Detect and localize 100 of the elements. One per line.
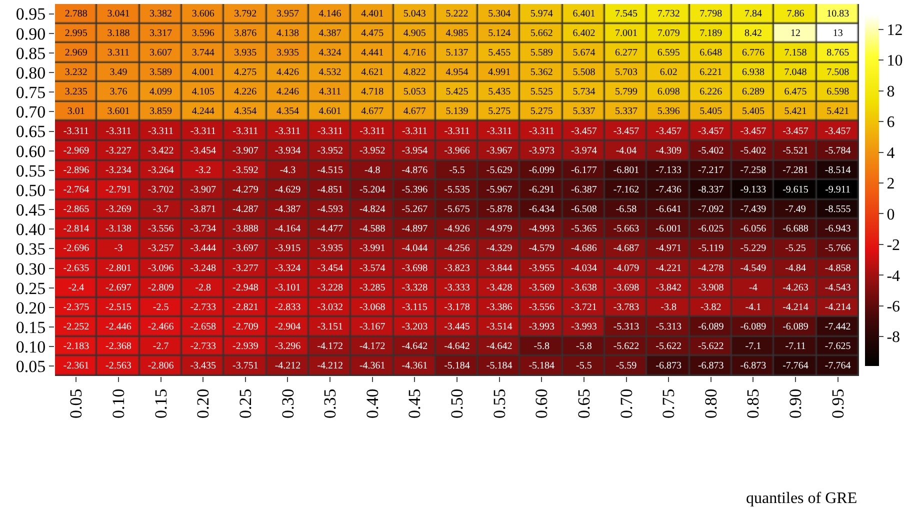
data-label: 6.402: [572, 28, 596, 39]
data-label: -3.311: [106, 126, 132, 137]
data-label: -4.851: [317, 184, 343, 196]
data-label: 6.598: [826, 86, 850, 98]
data-label: -3.138: [106, 224, 132, 235]
data-label: 3.859: [150, 106, 172, 118]
data-label: -5.766: [824, 243, 851, 254]
x-tick-label: 0.95: [828, 388, 848, 419]
data-label: 5.508: [572, 67, 596, 78]
data-label: -3.991: [359, 243, 386, 254]
data-label: -3.592: [232, 164, 258, 176]
data-label: 3.041: [107, 8, 130, 20]
y-tick-label: 0.10: [16, 338, 46, 357]
data-label: 5.337: [572, 106, 596, 118]
x-tick-label: 0.65: [574, 388, 594, 419]
x-tick-label: 0.10: [108, 388, 128, 419]
data-label: 6.277: [615, 47, 638, 58]
data-label: -2.764: [63, 184, 90, 196]
data-label: 6.02: [660, 67, 678, 78]
data-label: -3.569: [528, 282, 555, 294]
data-label: -5.622: [656, 341, 682, 352]
data-label: -3.514: [486, 322, 512, 333]
data-label: -3.328: [402, 282, 428, 294]
data-label: -4.579: [528, 243, 555, 254]
data-label: 5.435: [488, 86, 511, 98]
data-label: -2.896: [63, 164, 90, 176]
data-label: -3.871: [190, 204, 216, 216]
color-bar-label: 8: [886, 83, 895, 100]
data-label: -3.311: [190, 126, 216, 137]
data-label: -4.477: [317, 224, 343, 235]
data-label: -4.212: [274, 360, 301, 372]
data-label: -7.217: [698, 164, 724, 176]
data-label: -2.821: [232, 302, 258, 313]
data-label: 3.232: [64, 67, 88, 78]
data-label: -3.203: [402, 322, 428, 333]
data-label: 3.317: [150, 28, 172, 39]
data-label: -3.311: [232, 126, 258, 137]
data-label: -9.911: [825, 184, 851, 196]
data-label: -5.5: [576, 360, 592, 372]
data-label: 5.124: [488, 28, 511, 39]
data-label: -3.257: [148, 243, 174, 254]
data-label: -3.435: [190, 360, 216, 372]
data-label: 4.324: [318, 47, 342, 58]
x-tick-label: 0.70: [616, 388, 636, 419]
data-label: 7.508: [826, 67, 850, 78]
data-label: 4.138: [276, 28, 299, 39]
data-label: -4.221: [656, 262, 682, 274]
data-label: -3.457: [698, 126, 724, 137]
data-label: -3.783: [613, 302, 640, 313]
data-label: 3.876: [234, 28, 257, 39]
data-label: -8.555: [824, 204, 851, 216]
data-label: 3.188: [107, 28, 130, 39]
data-label: -4.387: [274, 204, 301, 216]
data-label: -4.824: [359, 204, 386, 216]
data-label: -6.089: [740, 322, 766, 333]
data-label: 5.362: [530, 67, 553, 78]
data-label: -3.285: [359, 282, 386, 294]
data-label: -3.967: [486, 145, 512, 156]
data-label: 5.421: [826, 106, 850, 118]
data-label: -3.269: [106, 204, 132, 216]
data-label: -2.252: [63, 322, 90, 333]
data-label: -3.311: [275, 126, 300, 137]
data-label: -6.387: [571, 184, 597, 196]
data-label: -5.675: [444, 204, 470, 216]
data-label: -4.926: [444, 224, 470, 235]
x-tick-label: 0.80: [701, 388, 720, 419]
x-tick-label: 0.90: [786, 388, 806, 419]
data-label: 4.985: [446, 28, 468, 39]
data-label: -3.457: [824, 126, 851, 137]
data-label: -7.764: [782, 360, 808, 372]
data-label: 3.935: [234, 47, 257, 58]
data-label: -3.556: [148, 224, 174, 235]
data-label: 5.275: [530, 106, 553, 118]
data-label: -2.368: [106, 341, 132, 352]
data-label: -2.865: [63, 204, 90, 216]
data-label: -6.001: [656, 224, 682, 235]
x-tick-label: 0.40: [362, 388, 382, 419]
data-label: -3.178: [444, 302, 470, 313]
color-bar-label: -4: [886, 268, 900, 285]
data-label: -3.101: [274, 282, 301, 294]
data-label: -2.563: [106, 360, 132, 372]
data-label: 6.221: [700, 67, 722, 78]
data-label: -7.258: [740, 164, 766, 176]
data-label: 4.275: [234, 67, 257, 78]
data-label: -5.629: [486, 164, 512, 176]
data-label: 7.84: [744, 8, 762, 20]
x-tick-label: 0.75: [659, 388, 678, 419]
y-tick-label: 0.55: [16, 161, 46, 180]
data-label: -3.734: [190, 224, 216, 235]
data-label: -5.5: [449, 164, 465, 176]
data-label: -7.1: [745, 341, 762, 352]
data-label: 3.235: [64, 86, 88, 98]
data-label: 4.716: [403, 47, 426, 58]
data-label: 3.957: [276, 8, 299, 20]
data-label: -4.263: [782, 282, 808, 294]
data-label: 6.595: [657, 47, 680, 58]
data-label: 5.455: [488, 47, 511, 58]
data-label: -3.444: [190, 243, 216, 254]
data-label: 4.426: [276, 67, 299, 78]
data-label: -6.025: [698, 224, 724, 235]
